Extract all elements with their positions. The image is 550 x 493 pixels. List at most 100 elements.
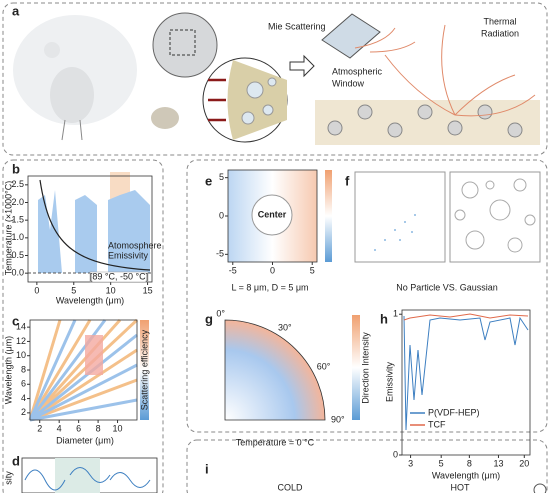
axis-label: Temperature (×1000°C)	[3, 181, 13, 275]
panel-g-art-shape	[352, 315, 360, 420]
panel-boxes-shape	[186, 159, 548, 433]
panel-e-art-shape	[251, 194, 293, 236]
y-tick-label: 4	[21, 393, 26, 403]
panel-a-art-shape	[227, 60, 287, 140]
x-tick-label: 3	[408, 458, 413, 468]
panel-c-art-shape	[85, 335, 103, 375]
angle-label: 30°	[278, 323, 292, 333]
panel-c-art	[28, 318, 149, 422]
panel-b-art-shape	[39, 179, 151, 271]
x-tick-label: 10	[113, 423, 123, 433]
panel-label: g	[205, 311, 213, 326]
legend-entry: P(VDF-HEP)	[428, 407, 480, 417]
panel-a-art-shape	[241, 111, 255, 125]
y-tick-label: 2.5	[11, 179, 24, 189]
panel-e-art-shape-shape	[454, 209, 466, 221]
panel-e-art-shape	[454, 178, 536, 253]
angle-label: 60°	[317, 361, 331, 371]
annotation: Emissivity	[108, 250, 148, 260]
x-tick-label: 20	[519, 458, 529, 468]
panel-b-art-shape	[38, 190, 150, 273]
panel-boxes-shape	[2, 159, 164, 493]
panel-label: d	[12, 453, 20, 468]
legend-entry: TCF	[428, 419, 446, 429]
panel-a-art-shape	[321, 13, 381, 59]
panel-a-art-shape	[246, 81, 264, 99]
x-tick-label: 15	[143, 285, 153, 295]
axis-label: sity	[3, 471, 13, 485]
x-tick-label: 13	[493, 458, 503, 468]
panel-e-art-shape-shape	[399, 239, 401, 241]
annotation: Mie Scattering	[268, 21, 326, 31]
caption: No Particle VS. Gaussian	[396, 282, 498, 292]
panel-a-art-shape	[289, 54, 315, 78]
panel-c-art-shape	[28, 319, 138, 422]
x-tick-label: 5	[439, 458, 444, 468]
panel-d-art-shape	[24, 467, 151, 491]
x-tick-label: 2	[37, 423, 42, 433]
panel-label: b	[12, 161, 20, 176]
panel-c-art-shape	[140, 320, 149, 420]
panel-label: c	[12, 313, 19, 328]
x-tick-label: 0	[34, 285, 39, 295]
panel-label: h	[380, 311, 388, 326]
panel-a-art-shape	[79, 119, 83, 141]
panel-label: a	[12, 3, 20, 18]
x-tick-label: 5	[310, 265, 315, 275]
y-tick-label: 1	[393, 309, 398, 319]
x-tick-label: -5	[229, 265, 237, 275]
x-tick-label: 4	[57, 423, 62, 433]
panel-h-art-shape	[403, 313, 529, 321]
y-tick-label: 0	[219, 210, 224, 220]
panel-a-art-shape	[267, 77, 277, 87]
y-tick-label: -5	[216, 249, 224, 259]
annotation: Center	[258, 209, 287, 219]
y-tick-label: 0	[393, 449, 398, 459]
panel-e-art-shape	[374, 214, 416, 251]
colorbar-label: Scattering efficiency	[139, 329, 149, 410]
panel-a-art-shape-shape	[327, 120, 343, 136]
panel-e-art-shape-shape	[489, 199, 511, 221]
y-tick-label: 6	[21, 379, 26, 389]
y-tick-label: 0.5	[11, 250, 24, 260]
colorbar-label: Direction Intensity	[360, 332, 370, 404]
annotation: Thermal	[483, 16, 516, 26]
panel-e-art-shape-shape	[374, 249, 376, 251]
panel-d-art-shape	[55, 458, 100, 493]
x-tick-label: 6	[76, 423, 81, 433]
caption: L = 8 μm, D = 5 μm	[231, 282, 308, 292]
annotation: Window	[332, 78, 365, 88]
y-tick-label: 8	[21, 364, 26, 374]
panel-e-art-shape	[325, 170, 332, 262]
panel-a-art-shape	[44, 42, 60, 58]
annotation: [89 °C, -50 °C]	[90, 271, 148, 281]
panel-e-art-shape-shape	[404, 221, 406, 223]
panel-label: e	[205, 173, 212, 188]
panel-a-art-shape	[151, 107, 179, 129]
panel-a-art-shape	[384, 24, 536, 117]
panel-a-art-shape	[152, 12, 218, 78]
y-tick-label: 12	[16, 336, 26, 346]
axis-label: Wavelength (μm)	[3, 336, 13, 404]
panel-a-art-shape-shape	[357, 104, 373, 120]
panel-e-art-shape-shape	[524, 214, 536, 226]
panel-boxes-shape	[2, 2, 548, 156]
heading: COLD	[277, 482, 303, 492]
annotation: Atomosphere	[108, 240, 162, 250]
range-box	[89, 271, 149, 283]
panel-a-art-shape	[61, 119, 66, 141]
caption: Temperature = 0 °C	[236, 437, 315, 447]
x-tick-label: 0	[270, 265, 275, 275]
angle-label: 0°	[216, 308, 225, 318]
panel-e-art-shape-shape	[411, 231, 413, 233]
panel-h-art-shape	[403, 315, 529, 431]
panel-e-art-shape-shape	[507, 237, 523, 253]
y-tick-label: 2.0	[11, 197, 24, 207]
y-tick-label: 0.0	[11, 268, 24, 278]
panel-label: i	[205, 461, 209, 476]
panel-e-art-shape-shape	[461, 181, 479, 199]
panel-a-art-shape	[354, 27, 416, 53]
panel-e-art	[227, 169, 541, 263]
panel-boxes-shape	[186, 439, 548, 493]
